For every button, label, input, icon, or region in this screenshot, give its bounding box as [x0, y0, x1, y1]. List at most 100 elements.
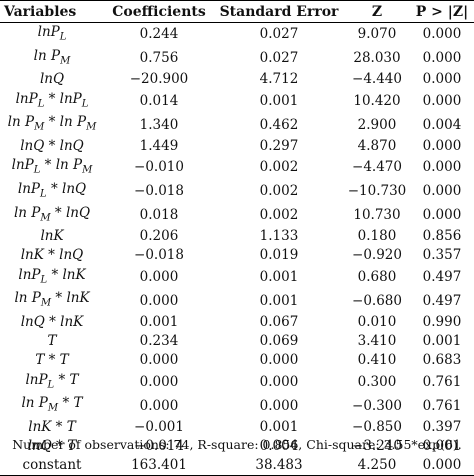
cell-variable: ln PM * lnK: [14, 290, 90, 309]
cell-p-value: 0.000: [422, 183, 462, 200]
table-row: lnK * T −0.001 0.001 −0.850 0.397: [0, 418, 474, 437]
cell-variable: lnK: [40, 228, 64, 245]
table-row: T 0.234 0.069 3.410 0.001: [0, 332, 474, 351]
table-row: constant 163.401 38.483 4.250 0.000: [0, 456, 474, 476]
cell-p-value: 0.397: [422, 418, 462, 435]
cell-p-value: 0.000: [410, 456, 474, 476]
table-header-row: Variables Coefficients Standard Error Z …: [0, 0, 474, 23]
cell-coefficient: 0.018: [139, 206, 179, 223]
cell-coefficient: 0.756: [139, 50, 179, 67]
cell-standard-error: 0.019: [259, 247, 299, 264]
cell-coefficient: −0.001: [134, 418, 184, 435]
header-z: Z: [344, 0, 410, 23]
cell-variable: ln PM * lnQ: [13, 204, 91, 224]
cell-p-value: 0.856: [422, 228, 462, 245]
cell-p-value: 0.000: [422, 50, 462, 67]
cell-p-value: 0.761: [422, 373, 462, 390]
cell-coefficient: 0.000: [139, 352, 179, 369]
cell-z: 3.410: [357, 333, 397, 350]
cell-standard-error: 0.002: [259, 206, 299, 223]
cell-standard-error: 0.000: [259, 352, 299, 369]
cell-coefficient: 0.244: [139, 26, 179, 43]
table-footnote: Number of observations: 74, R-square: 0.…: [12, 437, 462, 452]
cell-z: 28.030: [353, 50, 401, 67]
table-row: ln PM * lnK 0.000 0.001 −0.680 0.497: [0, 289, 474, 313]
cell-variable: lnQ: [39, 71, 65, 88]
cell-variable: lnPL: [37, 24, 67, 43]
cell-variable: lnK * lnQ: [20, 247, 84, 264]
cell-standard-error: 1.133: [259, 228, 299, 245]
cell-coefficient: 0.014: [139, 92, 179, 109]
cell-coefficient: 0.000: [139, 397, 179, 414]
table-row: lnQ * T −0.014 0.004 −3.240 0.001: [0, 437, 474, 456]
cell-standard-error: 0.001: [259, 92, 299, 109]
cell-variable: lnPL * T: [25, 371, 79, 391]
cell-coefficient: 0.206: [139, 228, 179, 245]
cell-variable: constant: [0, 456, 104, 476]
cell-standard-error: 0.069: [259, 333, 299, 350]
cell-variable: lnK * T: [28, 418, 76, 435]
cell-z: −0.680: [352, 292, 402, 309]
cell-variable: lnQ * lnK: [20, 314, 84, 331]
cell-variable: lnQ * T: [27, 438, 77, 455]
cell-standard-error: 0.297: [259, 138, 299, 155]
cell-coefficient: 0.000: [139, 373, 179, 390]
cell-z: 10.730: [353, 206, 401, 223]
cell-z: 0.300: [357, 373, 397, 390]
cell-p-value: 0.357: [422, 247, 462, 264]
cell-z: 0.680: [357, 268, 397, 285]
header-p-value: P > |Z|: [410, 0, 474, 23]
cell-z: −4.470: [352, 159, 402, 176]
cell-p-value: 0.497: [422, 268, 462, 285]
table-row: lnPL * T 0.000 0.000 0.300 0.761: [0, 371, 474, 395]
cell-z: −10.730: [347, 183, 407, 200]
cell-standard-error: 0.004: [259, 438, 299, 455]
cell-z: 2.900: [357, 116, 397, 133]
table-row: lnPL * ln PM −0.010 0.002 −4.470 0.000: [0, 156, 474, 180]
cell-standard-error: 0.000: [259, 397, 299, 414]
cell-variable: lnPL * lnPL: [15, 90, 89, 110]
cell-standard-error: 38.483: [214, 456, 344, 476]
cell-z: 0.010: [357, 314, 397, 331]
cell-p-value: 0.000: [422, 159, 462, 176]
cell-p-value: 0.004: [422, 116, 462, 133]
cell-variable: ln PM * ln PM: [7, 114, 97, 133]
cell-standard-error: 0.000: [259, 373, 299, 390]
table-row: lnK 0.206 1.133 0.180 0.856: [0, 227, 474, 246]
table-row: T * T 0.000 0.000 0.410 0.683: [0, 351, 474, 370]
cell-variable: ln PM * T: [21, 395, 83, 414]
cell-p-value: 0.990: [422, 314, 462, 331]
cell-standard-error: 0.027: [259, 26, 299, 43]
cell-p-value: 0.000: [422, 206, 462, 223]
cell-standard-error: 0.002: [259, 159, 299, 176]
cell-p-value: 0.000: [422, 92, 462, 109]
cell-z: 4.870: [357, 138, 397, 155]
cell-coefficient: −0.018: [134, 247, 184, 264]
table-row: ln PM * ln PM 1.340 0.462 2.900 0.004: [0, 113, 474, 137]
header-coefficients: Coefficients: [104, 0, 214, 23]
table-row: lnQ −20.900 4.712 −4.440 0.000: [0, 70, 474, 89]
cell-coefficient: −0.018: [134, 183, 184, 200]
cell-p-value: 0.001: [422, 333, 462, 350]
cell-standard-error: 0.002: [259, 183, 299, 200]
cell-variable: lnPL * lnQ: [17, 180, 87, 200]
cell-z: −0.300: [352, 397, 402, 414]
cell-p-value: 0.000: [422, 138, 462, 155]
cell-coefficient: 0.001: [139, 314, 179, 331]
cell-coefficient: 163.401: [104, 456, 214, 476]
cell-p-value: 0.000: [422, 71, 462, 88]
table-row: lnPL 0.244 0.027 9.070 0.000: [0, 23, 474, 47]
cell-variable: T: [47, 333, 57, 350]
cell-p-value: 0.683: [422, 352, 462, 369]
cell-variable: lnPL * ln PM: [11, 157, 93, 176]
table-row: lnPL * lnK 0.000 0.001 0.680 0.497: [0, 266, 474, 290]
cell-z: −4.440: [352, 71, 402, 88]
cell-standard-error: 0.462: [259, 116, 299, 133]
header-standard-error: Standard Error: [214, 0, 344, 23]
cell-p-value: 0.497: [422, 292, 462, 309]
cell-z: 0.410: [357, 352, 397, 369]
cell-coefficient: 1.340: [139, 116, 179, 133]
cell-standard-error: 0.001: [259, 292, 299, 309]
